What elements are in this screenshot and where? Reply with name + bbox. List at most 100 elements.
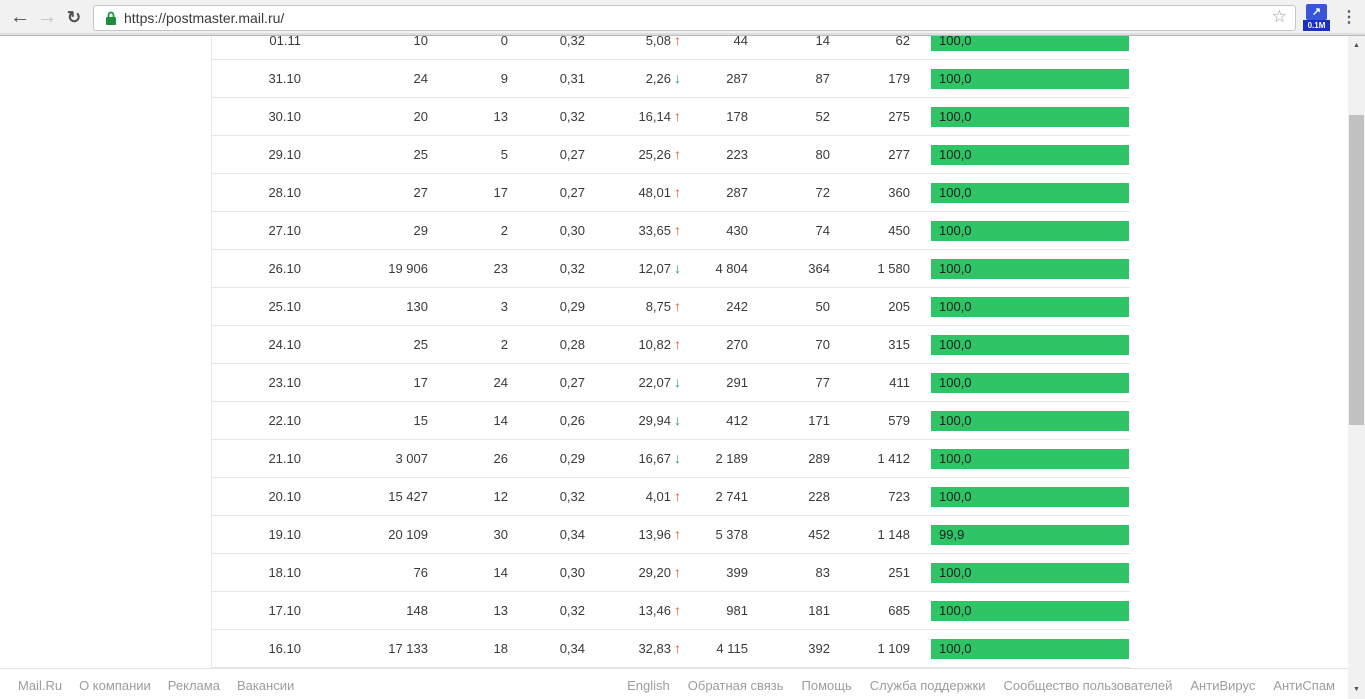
browser-toolbar: ← → ↻ https://postmaster.mail.ru/ ☆ ↗ 0.… (0, 0, 1365, 36)
deliverability-bar: 100,0 (931, 372, 1129, 393)
change-cell: 29,94 ↓ (638, 412, 681, 428)
value-cell: 289 (808, 451, 830, 466)
value-cell: 0,31 (559, 71, 585, 86)
footer-link[interactable]: О компании (79, 678, 151, 693)
value-cell: 80 (815, 147, 830, 162)
table-row: 27.10 29 2 0,30 33,65 ↑ 430 74 450 100,0 (212, 212, 1130, 250)
value-cell: 17 (493, 185, 508, 200)
value-cell: 0,32 (559, 603, 585, 618)
back-button[interactable]: ← (10, 6, 30, 28)
footer-link[interactable]: Служба поддержки (869, 678, 986, 693)
value-cell: 0,34 (559, 641, 585, 656)
deliverability-bar: 100,0 (931, 448, 1129, 469)
table-row: 23.10 17 24 0,27 22,07 ↓ 291 77 411 100,… (212, 364, 1130, 402)
value-cell: 1 109 (877, 641, 910, 656)
value-cell: 2 189 (715, 451, 748, 466)
footer-link[interactable]: Обратная связь (687, 678, 784, 693)
footer-link[interactable]: English (627, 678, 670, 693)
value-cell: 20 109 (388, 527, 428, 542)
footer-link[interactable]: Вакансии (236, 678, 295, 693)
trend-up-icon: ↑ (674, 526, 681, 542)
value-cell: 18 (493, 641, 508, 656)
value-cell: 27 (413, 185, 428, 200)
value-cell: 0,30 (559, 565, 585, 580)
value-cell: 0,28 (559, 337, 585, 352)
date-cell: 24.10 (268, 337, 301, 352)
footer-link[interactable]: Mail.Ru (18, 678, 63, 693)
extension-button[interactable]: ↗ 0.1M (1303, 4, 1331, 33)
bookmark-star-icon[interactable]: ☆ (1271, 7, 1287, 26)
bar-cell: 100,0 (910, 144, 1129, 165)
value-cell: 411 (889, 375, 910, 390)
value-cell: 13 (493, 603, 508, 618)
date-cell: 25.10 (268, 299, 301, 314)
footer-link[interactable]: Помощь (801, 678, 852, 693)
value-cell: 275 (888, 109, 910, 124)
deliverability-bar: 100,0 (931, 144, 1129, 165)
change-cell: 13,46 ↑ (638, 602, 681, 618)
footer-link[interactable]: Реклама (167, 678, 220, 693)
url-text[interactable]: https://postmaster.mail.ru/ (124, 10, 285, 26)
value-cell: 223 (726, 147, 748, 162)
table-row: 17.10 148 13 0,32 13,46 ↑ 981 181 685 10… (212, 592, 1130, 630)
forward-button[interactable]: → (37, 6, 57, 28)
change-cell: 25,26 ↑ (638, 146, 681, 162)
secure-lock-icon[interactable] (105, 11, 117, 31)
value-cell: 430 (726, 223, 748, 238)
value-cell: 723 (888, 489, 910, 504)
address-bar[interactable]: https://postmaster.mail.ru/ ☆ (93, 5, 1296, 31)
deliverability-bar: 100,0 (931, 638, 1129, 659)
trend-down-icon: ↓ (674, 374, 681, 390)
table-row: 20.10 15 427 12 0,32 4,01 ↑ 2 741 228 72… (212, 478, 1130, 516)
value-cell: 19 906 (388, 261, 428, 276)
value-cell: 0,27 (559, 147, 585, 162)
date-cell: 21.10 (268, 451, 301, 466)
value-cell: 29 (413, 223, 428, 238)
footer-link[interactable]: АнтиВирус (1190, 678, 1256, 693)
value-cell: 12 (493, 489, 508, 504)
table-row: 19.10 20 109 30 0,34 13,96 ↑ 5 378 452 1… (212, 516, 1130, 554)
value-cell: 62 (895, 36, 910, 48)
scroll-down-icon[interactable]: ▼ (1353, 686, 1360, 693)
trend-down-icon: ↓ (674, 412, 681, 428)
value-cell: 0,26 (559, 413, 585, 428)
table-row: 01.11 10 0 0,32 5,08 ↑ 44 14 62 100,0 (212, 36, 1130, 60)
change-cell: 10,82 ↑ (638, 336, 681, 352)
change-cell: 5,08 ↑ (645, 36, 681, 48)
deliverability-bar: 100,0 (931, 486, 1129, 507)
value-cell: 9 (500, 71, 508, 86)
vertical-scrollbar[interactable]: ▲ ▼ (1348, 36, 1365, 699)
date-cell: 22.10 (268, 413, 301, 428)
extension-badge: 0.1M (1303, 20, 1330, 31)
reload-button[interactable]: ↻ (66, 8, 82, 27)
change-cell: 2,26 ↓ (645, 70, 681, 86)
date-cell: 17.10 (268, 603, 301, 618)
value-cell: 1 580 (877, 261, 910, 276)
footer-link[interactable]: Сообщество пользователей (1003, 678, 1173, 693)
value-cell: 277 (888, 147, 910, 162)
bar-cell: 100,0 (910, 600, 1129, 621)
extension-arrow-icon: ↗ (1306, 4, 1327, 20)
value-cell: 287 (726, 71, 748, 86)
value-cell: 1 148 (877, 527, 910, 542)
value-cell: 452 (808, 527, 830, 542)
trend-down-icon: ↓ (674, 260, 681, 276)
browser-menu-button[interactable]: ⋮ (1341, 9, 1357, 26)
value-cell: 412 (726, 413, 748, 428)
date-cell: 30.10 (268, 109, 301, 124)
trend-down-icon: ↓ (674, 70, 681, 86)
scroll-up-icon[interactable]: ▲ (1353, 42, 1360, 49)
deliverability-bar: 100,0 (931, 296, 1129, 317)
change-cell: 22,07 ↓ (638, 374, 681, 390)
value-cell: 13 (493, 109, 508, 124)
scrollbar-thumb[interactable] (1349, 115, 1364, 425)
trend-up-icon: ↑ (674, 222, 681, 238)
value-cell: 15 (413, 413, 428, 428)
footer-link[interactable]: АнтиСпам (1273, 678, 1335, 693)
bar-cell: 100,0 (910, 638, 1129, 659)
footer-left-links: Mail.Ru О компании Реклама Вакансии (18, 678, 294, 693)
value-cell: 1 412 (877, 451, 910, 466)
bar-cell: 100,0 (910, 68, 1129, 89)
change-cell: 12,07 ↓ (638, 260, 681, 276)
value-cell: 181 (808, 603, 830, 618)
